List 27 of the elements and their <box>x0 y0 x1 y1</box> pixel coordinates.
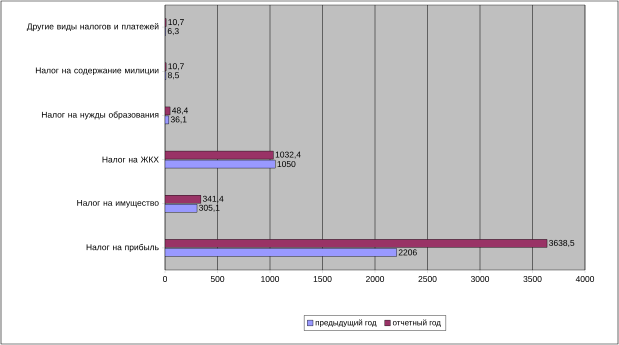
x-tick-label: 0 <box>162 276 168 282</box>
data-label: 3638,5 <box>549 240 574 247</box>
x-tick-label: 2500 <box>418 276 437 282</box>
data-label: 2206 <box>398 249 417 256</box>
data-label: 48,4 <box>172 107 188 114</box>
data-label: 8,5 <box>168 72 180 80</box>
x-tick-label: 1500 <box>314 276 332 282</box>
y-tick-label: Другие виды налогов и платежей <box>26 23 158 32</box>
data-label: 341,4 <box>202 196 224 203</box>
y-tick-label: Налог на имущество <box>77 200 159 208</box>
data-label: 36,1 <box>170 116 187 124</box>
data-label: 6,3 <box>168 28 179 36</box>
data-label: 1050 <box>278 161 296 168</box>
y-tick-label: Налог на нужды образования <box>42 111 158 120</box>
x-tick-label: 4000 <box>576 276 594 282</box>
x-tick-label: 1000 <box>261 276 280 282</box>
y-tick-label: Налог на прибыль <box>86 244 159 252</box>
data-label: 10,7 <box>168 19 184 26</box>
data-label: 305,1 <box>199 204 220 212</box>
x-tick-label: 500 <box>210 276 224 282</box>
data-label: 10,7 <box>168 63 184 70</box>
y-tick-label: Налог на содержание милиции <box>36 67 158 76</box>
y-tick-label: Налог на ЖКХ <box>102 156 159 163</box>
x-tick-label: 3500 <box>523 276 542 282</box>
x-tick-label: 2000 <box>366 276 384 282</box>
data-label: 1032,4 <box>276 152 301 159</box>
x-tick-label: 3000 <box>470 276 490 282</box>
